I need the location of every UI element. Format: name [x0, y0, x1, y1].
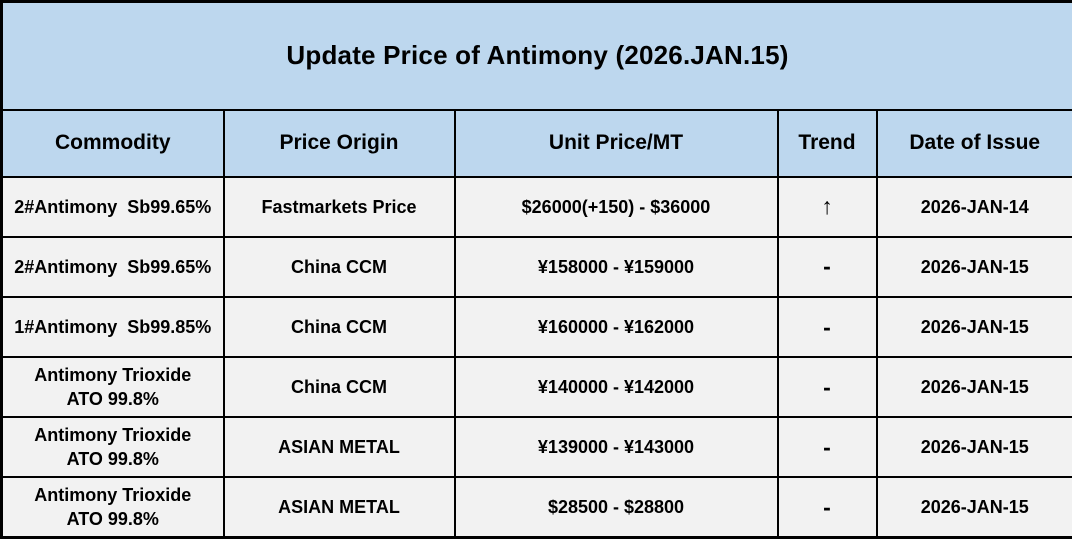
column-header-price-origin: Price Origin: [222, 108, 456, 178]
price-origin-cell: China CCM: [222, 295, 456, 359]
column-header-commodity: Commodity: [0, 108, 225, 178]
column-header-trend: Trend: [776, 108, 878, 178]
table-row: 2#Antimony Sb99.65% Fastmarkets Price $2…: [0, 175, 1072, 238]
price-origin-cell: ASIAN METAL: [222, 476, 456, 539]
commodity-cell: Antimony Trioxide ATO 99.8%: [0, 476, 225, 539]
title-row: Update Price of Antimony (2026.JAN.15): [0, 0, 1072, 111]
unit-price-cell: $26000(+150) - $36000: [453, 175, 779, 238]
date-cell: 2026-JAN-15: [875, 295, 1072, 359]
unit-price-cell: ¥160000 - ¥162000: [453, 295, 779, 359]
trend-flat-icon: -: [776, 416, 878, 479]
column-header-unit-price: Unit Price/MT: [453, 108, 779, 178]
trend-flat-icon: -: [776, 356, 878, 419]
commodity-cell: Antimony Trioxide ATO 99.8%: [0, 356, 225, 419]
table-row: 1#Antimony Sb99.85% China CCM ¥160000 - …: [0, 295, 1072, 359]
price-origin-cell: ASIAN METAL: [222, 416, 456, 479]
table-row: Antimony Trioxide ATO 99.8% ASIAN METAL …: [0, 476, 1072, 539]
unit-price-cell: ¥140000 - ¥142000: [453, 356, 779, 419]
commodity-cell: 2#Antimony Sb99.65%: [0, 175, 225, 238]
date-cell: 2026-JAN-15: [875, 476, 1072, 539]
date-cell: 2026-JAN-15: [875, 416, 1072, 479]
date-cell: 2026-JAN-15: [875, 356, 1072, 419]
table-row: Antimony Trioxide ATO 99.8% ASIAN METAL …: [0, 416, 1072, 479]
header-row: Commodity Price Origin Unit Price/MT Tre…: [0, 108, 1072, 178]
page-title: Update Price of Antimony (2026.JAN.15): [0, 0, 1072, 111]
trend-flat-icon: -: [776, 295, 878, 359]
trend-flat-icon: -: [776, 476, 878, 539]
column-header-date-of-issue: Date of Issue: [875, 108, 1072, 178]
price-origin-cell: Fastmarkets Price: [222, 175, 456, 238]
price-origin-cell: China CCM: [222, 235, 456, 298]
commodity-cell: Antimony Trioxide ATO 99.8%: [0, 416, 225, 479]
unit-price-cell: $28500 - $28800: [453, 476, 779, 539]
date-cell: 2026-JAN-15: [875, 235, 1072, 298]
table-row: Antimony Trioxide ATO 99.8% China CCM ¥1…: [0, 356, 1072, 419]
table-row: 2#Antimony Sb99.65% China CCM ¥158000 - …: [0, 235, 1072, 298]
commodity-cell: 1#Antimony Sb99.85%: [0, 295, 225, 359]
price-origin-cell: China CCM: [222, 356, 456, 419]
unit-price-cell: ¥158000 - ¥159000: [453, 235, 779, 298]
trend-up-icon: ↑: [776, 175, 878, 238]
commodity-cell: 2#Antimony Sb99.65%: [0, 235, 225, 298]
trend-flat-icon: -: [776, 235, 878, 298]
date-cell: 2026-JAN-14: [875, 175, 1072, 238]
unit-price-cell: ¥139000 - ¥143000: [453, 416, 779, 479]
